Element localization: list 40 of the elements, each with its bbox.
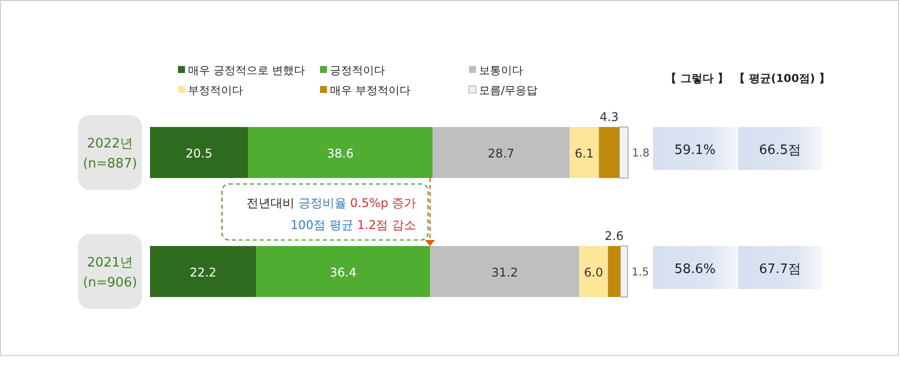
- data-label: 2.6: [604, 229, 624, 243]
- text: 67.7점: [759, 262, 801, 277]
- bar: [430, 246, 580, 297]
- data-label: 6.1: [574, 146, 594, 160]
- legend-label: 보통이다: [479, 64, 523, 77]
- data-label: 20.5: [186, 146, 212, 160]
- data-label: 6.0: [584, 266, 604, 280]
- text: 66.5점: [759, 143, 801, 158]
- bar: [256, 246, 430, 297]
- legend-label: 모름/무응답: [479, 84, 538, 97]
- data-label: 28.7: [488, 146, 514, 160]
- data-label: 31.2: [491, 266, 518, 280]
- annotation: 100점 평균 1.2점 감소: [290, 218, 416, 232]
- bar: [618, 126, 628, 178]
- legend-label: 부정적이다: [188, 84, 243, 97]
- bar: [598, 127, 620, 178]
- text: 【 그렇다 】: [666, 72, 728, 85]
- y-tick-label: 2022년 (n=887): [82, 136, 138, 172]
- bar: [150, 246, 256, 297]
- legend-label: 긍정적이다: [330, 64, 385, 77]
- data-label: 38.6: [326, 146, 354, 160]
- bar: [248, 127, 432, 178]
- data-label: 1.5: [632, 266, 650, 278]
- legend-label: 매우 부정적이다: [330, 84, 410, 97]
- annotation: 전년대비 긍정비율 0.5%p 증가: [246, 196, 416, 210]
- data-label: 22.2: [190, 266, 216, 280]
- text: 59.1%: [674, 143, 716, 158]
- legend-label: 매우 긍정적으로 변했다: [188, 64, 305, 77]
- bar: [608, 246, 620, 297]
- text: 58.6%: [674, 262, 716, 277]
- y-tick-label: 2021년 (n=906): [82, 256, 138, 290]
- text: 【 평균(100점) 】: [734, 72, 830, 85]
- bar: [579, 246, 608, 297]
- bar: [570, 127, 599, 178]
- data-label: 4.3: [600, 110, 619, 124]
- bar: [150, 127, 248, 178]
- bar: [432, 127, 570, 178]
- data-label: 1.8: [632, 146, 650, 160]
- data-label: 36.4: [330, 266, 356, 280]
- bar: [620, 246, 628, 298]
